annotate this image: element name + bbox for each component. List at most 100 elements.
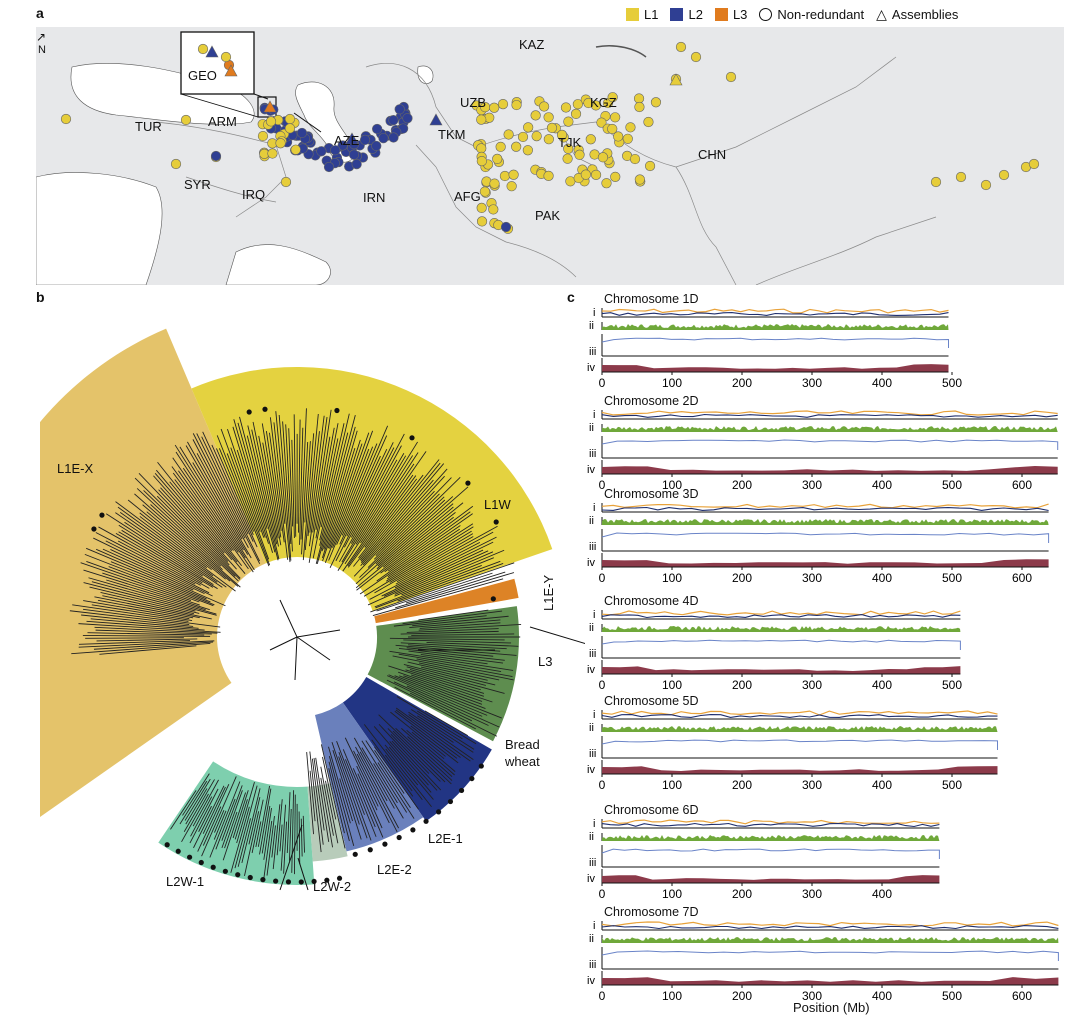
tree-branch (420, 653, 488, 665)
tree-branch (139, 512, 212, 571)
tree-branch (102, 548, 194, 591)
tree-branches (69, 408, 522, 880)
tree-branch (361, 740, 408, 813)
tree-branch (355, 496, 454, 585)
tree-branch (190, 796, 213, 837)
map-point (590, 169, 602, 180)
tree-branch (407, 736, 453, 777)
tree-branch (185, 788, 208, 825)
tree-branch (178, 470, 249, 570)
tree-branch (78, 640, 215, 648)
tree-branch (106, 579, 206, 611)
tree-branch (227, 428, 265, 538)
map-triangle (205, 45, 219, 58)
tree-branch (339, 455, 381, 545)
map-point (585, 134, 596, 145)
tree-branch (230, 447, 261, 532)
track-row-label: iii (589, 857, 596, 869)
track-line-iii (601, 639, 961, 650)
map-point (296, 127, 308, 139)
map-point (337, 140, 348, 151)
tree-branch (78, 640, 190, 645)
track-row-label: iv (587, 464, 595, 476)
tree-branch (127, 499, 226, 580)
track-row-label: iii (589, 648, 596, 660)
tree-branch (157, 461, 238, 563)
tree-branch (269, 417, 289, 560)
chromosome-title: Chromosome 7D (604, 905, 699, 919)
tree-branch (248, 797, 261, 845)
tip-dot (262, 406, 268, 412)
tree-branch (269, 432, 285, 543)
tick-label: 600 (1012, 478, 1032, 492)
tree-branch (179, 446, 244, 551)
tree-branch (280, 804, 287, 871)
tree-branch (360, 468, 448, 567)
map-label-pak: PAK (535, 208, 561, 223)
tree-branch (276, 799, 283, 856)
map-point (476, 143, 487, 154)
tree-branch (315, 423, 339, 539)
tip-dot (186, 854, 193, 860)
tree-branch (393, 615, 487, 627)
tree-branch (69, 610, 190, 625)
track-area-iv (602, 873, 940, 883)
map-label-kgz: KGZ (590, 95, 617, 110)
l3-swatch (714, 7, 728, 21)
tree-branch (259, 788, 272, 855)
l2-swatch (670, 7, 684, 21)
tree-branch (216, 435, 270, 567)
map-point (650, 97, 662, 108)
tree-branch (405, 571, 506, 604)
tree-branch (402, 610, 503, 625)
map-point (476, 202, 487, 214)
tree-branch (358, 474, 424, 559)
track-line (601, 308, 949, 314)
map-label-tkm: TKM (438, 127, 466, 142)
map-point (610, 171, 621, 182)
tree-branch (389, 741, 429, 786)
tree-branch (325, 780, 339, 844)
panel-label-b: b (36, 289, 45, 305)
black-sea (70, 63, 255, 125)
track-line-iii (601, 532, 1050, 543)
tree-branch (353, 737, 395, 809)
track-row-label: iv (587, 873, 595, 885)
tree-branch (309, 770, 316, 822)
map-point (170, 158, 182, 170)
tree-branch (315, 415, 356, 565)
map-point (517, 131, 529, 143)
tick-label: 0 (599, 571, 606, 585)
tip-dot (311, 878, 317, 885)
tree-branch (341, 435, 388, 536)
tree-branch (371, 739, 414, 797)
clade-wedges (40, 328, 553, 885)
tree-branch (372, 578, 504, 616)
persian-gulf (225, 244, 331, 285)
map-point (330, 145, 341, 156)
tree-branch (232, 426, 269, 544)
tip-dot (175, 848, 181, 854)
tree-branch (181, 793, 209, 843)
tree-branch (237, 422, 268, 529)
tree-branch (312, 409, 332, 533)
map-point (625, 122, 636, 133)
tip-dot (396, 834, 402, 841)
track-line (601, 610, 961, 616)
tree-branch (406, 647, 494, 657)
tick-label: 500 (942, 989, 962, 1003)
tree-branch (221, 790, 243, 848)
tree-branch (275, 411, 291, 563)
tree-branch (383, 549, 484, 597)
tree-branch (72, 604, 189, 622)
tip-dot (324, 877, 330, 883)
map-point (210, 150, 222, 162)
tip-dot (298, 879, 304, 885)
tree-branch (338, 459, 398, 563)
map-point (492, 153, 503, 165)
tree-branch (390, 711, 446, 757)
tick-label: 500 (942, 478, 962, 492)
map-point (497, 99, 509, 110)
tree-branch (347, 474, 414, 567)
